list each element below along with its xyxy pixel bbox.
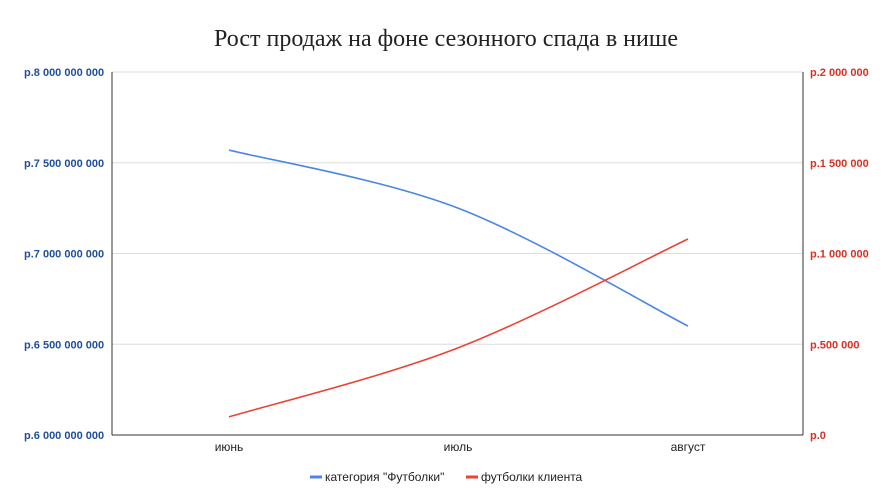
series-line-1 bbox=[228, 149, 689, 327]
x-axis-ticks: июнь июль август bbox=[215, 440, 706, 454]
right-axis-ticks: р.0 р.500 000 р.1 000 000 р.1 500 000 р.2 00… bbox=[810, 67, 869, 442]
left-axis-tick-label: р.7 500 000 000 bbox=[24, 158, 104, 170]
left-axis-tick-label: р.6 000 000 000 bbox=[24, 430, 104, 442]
right-axis-tick-label: р.1 500 000 bbox=[810, 158, 869, 170]
right-axis-tick-label: р.500 000 bbox=[810, 339, 860, 351]
x-axis-tick-label: июнь bbox=[215, 440, 244, 454]
right-axis-tick-label: р.0 bbox=[810, 430, 826, 442]
left-axis-tick-label: р.8 000 000 000 bbox=[24, 67, 104, 79]
right-axis-tick-label: р.2 000 000 bbox=[810, 67, 869, 79]
x-axis-tick-label: июль bbox=[444, 440, 473, 454]
series-line-2 bbox=[228, 238, 689, 418]
grid bbox=[112, 71, 803, 345]
axes bbox=[111, 72, 804, 436]
left-axis-tick-label: р.6 500 000 000 bbox=[24, 339, 104, 351]
legend: категория "Футболки" футболки клиента bbox=[310, 470, 583, 484]
legend-label: футболки клиента bbox=[481, 470, 583, 484]
left-axis-tick-label: р.7 000 000 000 bbox=[24, 249, 104, 261]
x-axis-tick-label: август bbox=[671, 440, 706, 454]
chart-title: Рост продаж на фоне сезонного спада в ни… bbox=[214, 26, 678, 52]
legend-label: категория "Футболки" bbox=[325, 470, 444, 484]
series bbox=[228, 149, 689, 418]
left-axis-ticks: р.6 000 000 000 р.6 500 000 000 р.7 000 00… bbox=[24, 67, 104, 442]
right-axis-tick-label: р.1 000 000 bbox=[810, 249, 869, 261]
